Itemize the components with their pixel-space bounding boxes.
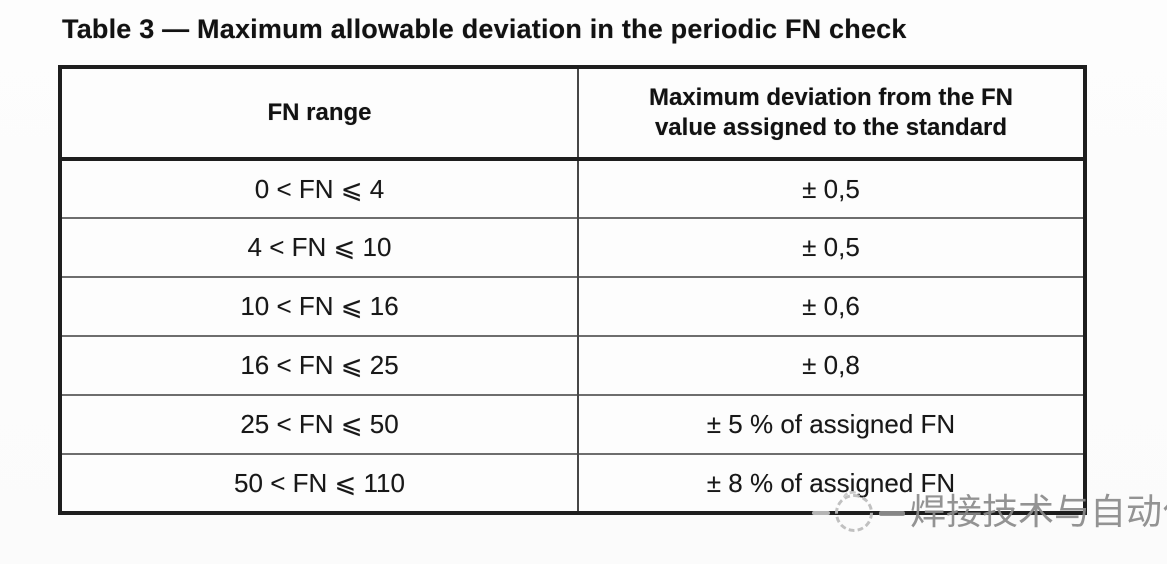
header-row: FN range Maximum deviation from the FN v… — [60, 67, 1085, 161]
fn-deviation-table: FN range Maximum deviation from the FN v… — [58, 65, 1087, 515]
deviation-cell: ± 0,5 — [802, 173, 860, 204]
deviation-cell: ± 0,5 — [578, 217, 1085, 277]
table-row: 50 < FN ⩽ 110 ± 8 % of assigned FN — [60, 453, 1085, 513]
deviation-cell: ± 0,6 — [578, 276, 1085, 336]
table-row: 10 < FN ⩽ 16 ± 0,6 — [60, 276, 1085, 336]
table-caption: Table 3 — Maximum allowable deviation in… — [62, 14, 907, 44]
fn-range-cell: 50 < FN ⩽ 110 — [60, 453, 579, 513]
table-body: 0 < FN ⩽ 4 ± 0,5 4 < FN ⩽ 10 ± 0,5 10 < … — [60, 159, 1085, 513]
fn-range-cell: 4 < FN ⩽ 10 — [60, 217, 579, 277]
table-row: 16 < FN ⩽ 25 ± 0,8 — [60, 335, 1085, 395]
column-header-max-deviation: Maximum deviation from the FN value assi… — [578, 67, 1085, 161]
deviation-cell: ± 5 % of assigned FN — [578, 394, 1085, 454]
fn-range-cell: 0 < FN ⩽ 4 — [60, 159, 579, 218]
fn-range-cell: 10 < FN ⩽ 16 — [60, 276, 579, 336]
watermark-text: 焊接技术与自动化 — [910, 492, 1167, 533]
watermark: 焊接技术与自动化 — [812, 494, 1167, 532]
watermark-logo-icon — [835, 494, 873, 532]
table-header: FN range Maximum deviation from the FN v… — [60, 67, 1085, 161]
table-row: 25 < FN ⩽ 50 ± 5 % of assigned FN — [60, 394, 1085, 454]
deviation-cell: ± 0,8 — [578, 335, 1085, 395]
table-row: 4 < FN ⩽ 10 ± 0,5 — [60, 217, 1085, 277]
fn-range-cell: 25 < FN ⩽ 50 — [60, 394, 579, 454]
watermark-dash-left — [812, 511, 830, 515]
deviation-cell: ± 8 % of assigned FN — [578, 453, 1085, 513]
watermark-dash-right — [879, 510, 905, 516]
table-row: 0 < FN ⩽ 4 ± 0,5 — [60, 159, 1085, 218]
fn-range-cell: 16 < FN ⩽ 25 — [60, 335, 579, 395]
column-header-fn-range: FN range — [60, 67, 579, 161]
